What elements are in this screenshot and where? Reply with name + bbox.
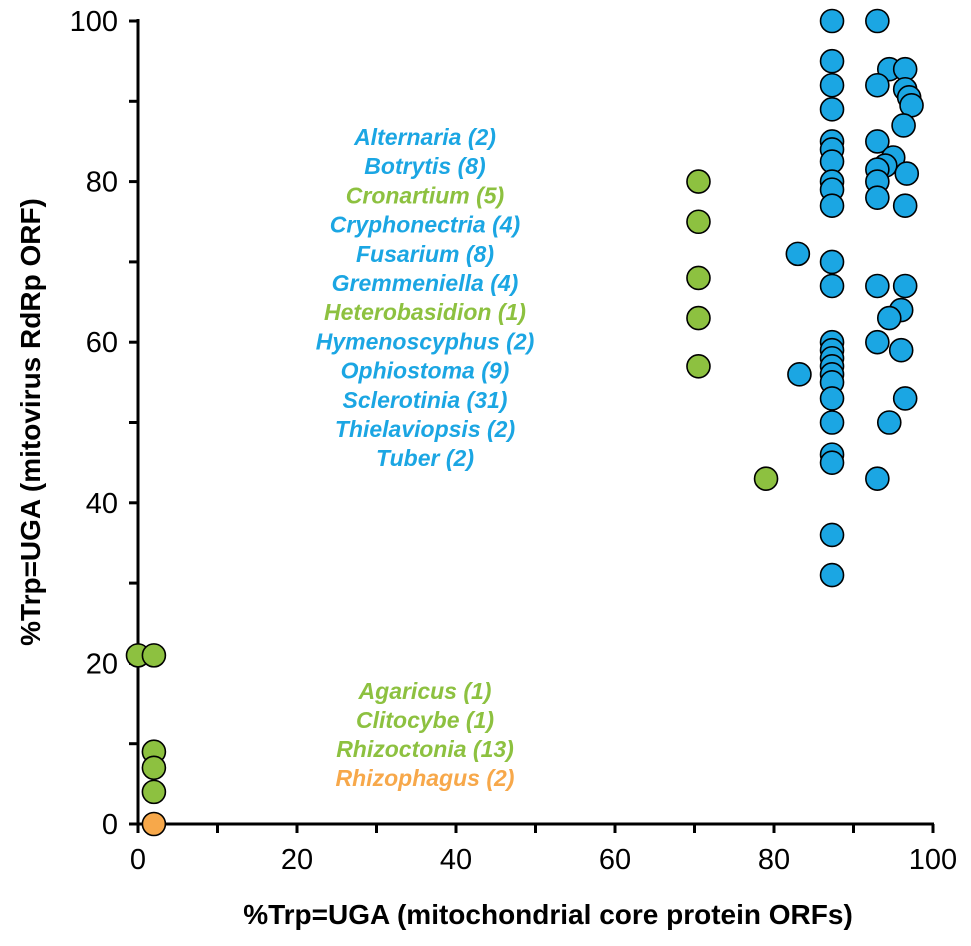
data-point — [876, 410, 902, 435]
data-point — [819, 72, 845, 98]
annotation-label: Hymenoscyphus (2) — [316, 328, 535, 354]
x-tick-label: 80 — [758, 844, 790, 876]
annotation-label: Heterobasidion (1) — [324, 299, 526, 325]
data-point — [819, 386, 845, 411]
annotation-label: Thielaviopsis (2) — [335, 416, 515, 442]
annotation-label: Cryphonectria (4) — [330, 212, 520, 238]
tick-labels: 0 20 40 60 80 100 0 20 40 60 80 100 — [70, 6, 958, 876]
data-point — [141, 779, 167, 805]
annotation-label: Clitocybe (1) — [356, 707, 494, 733]
data-point — [819, 249, 845, 275]
annotation-label: Botrytis (8) — [364, 153, 485, 179]
y-tick-label: 60 — [86, 327, 118, 359]
annotation-label: Cronartium (5) — [346, 182, 504, 208]
y-tick-label: 80 — [86, 167, 118, 199]
annotations: Alternaria (2) Botrytis (8) Cronartium (5)… — [316, 124, 535, 791]
annotation-label: Sclerotinia (31) — [343, 387, 508, 413]
y-axis-title: %Trp=UGA (mitovirus RdRp ORF) — [15, 198, 46, 646]
data-point — [753, 466, 779, 492]
y-tick-label: 0 — [102, 809, 118, 841]
y-tick-label: 20 — [86, 648, 118, 680]
y-tick-label: 100 — [70, 6, 118, 38]
data-point — [819, 97, 845, 122]
data-point — [819, 273, 845, 299]
data-point — [894, 161, 920, 186]
data-point — [785, 241, 811, 267]
data-point — [819, 450, 845, 475]
y-tick-label: 40 — [86, 488, 118, 520]
data-point — [686, 305, 711, 331]
x-axis-title: %Trp=UGA (mitochondrial core protein ORF… — [243, 899, 853, 930]
data-point — [876, 305, 902, 331]
data-point — [819, 410, 845, 435]
data-point — [865, 185, 890, 210]
data-point — [891, 113, 916, 138]
data-point — [819, 562, 845, 588]
annotation-label: Gremmeniella (4) — [332, 270, 519, 296]
data-point — [865, 273, 890, 299]
data-point — [686, 209, 711, 235]
annotation-label: Ophiostoma (9) — [341, 358, 510, 384]
data-point — [686, 265, 711, 291]
data-point — [819, 193, 845, 218]
data-point — [888, 337, 914, 363]
data-point — [787, 362, 812, 387]
data-point — [865, 72, 890, 98]
x-tick-label: 0 — [130, 844, 146, 876]
data-point — [892, 273, 918, 299]
data-point — [819, 522, 845, 548]
annotation-label: Rhizoctonia (13) — [336, 736, 514, 762]
data-point — [865, 466, 890, 492]
data-point — [892, 193, 918, 218]
annotation-label: Fusarium (8) — [356, 241, 494, 267]
data-point — [141, 755, 167, 781]
data-point — [141, 643, 167, 668]
annotation-label: Tuber (2) — [376, 445, 474, 471]
data-points — [125, 8, 924, 837]
data-point — [141, 811, 167, 837]
axes — [129, 19, 935, 833]
data-point — [819, 8, 845, 34]
annotation-label: Alternaria (2) — [353, 124, 496, 150]
x-tick-label: 40 — [440, 844, 472, 876]
x-tick-label: 20 — [281, 844, 313, 876]
data-point — [865, 129, 890, 154]
data-point — [865, 8, 890, 34]
x-tick-label: 60 — [599, 844, 631, 876]
data-point — [892, 386, 918, 411]
data-point — [686, 169, 711, 194]
data-point — [865, 329, 890, 355]
annotation-label: Agaricus (1) — [358, 678, 492, 704]
data-point — [819, 48, 845, 74]
x-tick-label: 100 — [909, 844, 957, 876]
data-point — [686, 353, 711, 379]
annotation-label: Rhizophagus (2) — [336, 765, 515, 791]
